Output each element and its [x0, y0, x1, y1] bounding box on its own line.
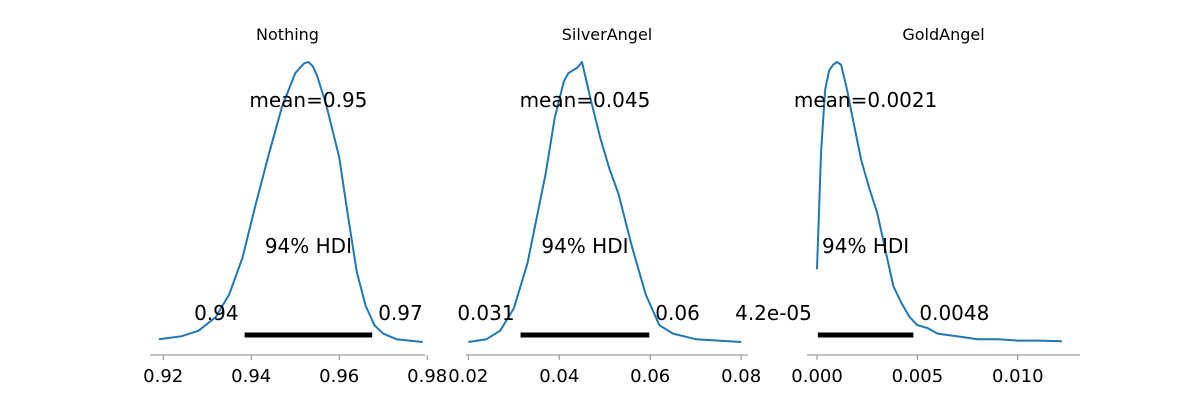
hdi-label: 94% HDI [265, 234, 352, 258]
mean-label: mean=0.0021 [794, 88, 937, 112]
posterior-panel-1: Nothing 0.92 0.94 0.96 0.98 mean=0.95 94% HDI 0… [143, 25, 447, 387]
hdi-low-label: 0.94 [194, 301, 239, 325]
hdi-low-label: 4.2e-05 [735, 301, 812, 325]
hdi-high-label: 0.06 [655, 301, 700, 325]
mean-label: mean=0.045 [520, 88, 651, 112]
x-tick-label: 0.92 [143, 366, 183, 387]
panel-title: Nothing [256, 25, 319, 44]
hdi-label: 94% HDI [541, 234, 628, 258]
x-tick-label: 0.06 [630, 366, 670, 387]
x-tick-label: 0.98 [407, 366, 447, 387]
x-tick-label: 0.96 [319, 366, 359, 387]
x-tick-label: 0.005 [892, 366, 944, 387]
x-tick-label: 0.94 [231, 366, 271, 387]
density-curve [468, 61, 742, 343]
hdi-high-label: 0.0048 [919, 301, 989, 325]
density-curve [158, 61, 423, 343]
x-tick-label: 0.04 [539, 366, 579, 387]
panel-title: GoldAngel [902, 25, 984, 44]
hdi-high-label: 0.97 [378, 301, 423, 325]
hdi-low-label: 0.031 [457, 301, 514, 325]
density-curve [816, 61, 1062, 343]
hdi-label: 94% HDI [822, 234, 909, 258]
posterior-panel-3: GoldAngel 0.000 0.005 0.010 mean=0.0021 94% H… [735, 25, 1080, 387]
mean-label: mean=0.95 [249, 88, 367, 112]
x-tick-label: 0.02 [448, 366, 488, 387]
x-tick-label: 0.010 [992, 366, 1044, 387]
panel-title: SilverAngel [562, 25, 652, 44]
posterior-panel-2: SilverAngel 0.02 0.04 0.06 0.08 mean=0.045 94%… [448, 25, 761, 387]
x-tick-label: 0.08 [721, 366, 761, 387]
x-tick-label: 0.000 [791, 366, 843, 387]
